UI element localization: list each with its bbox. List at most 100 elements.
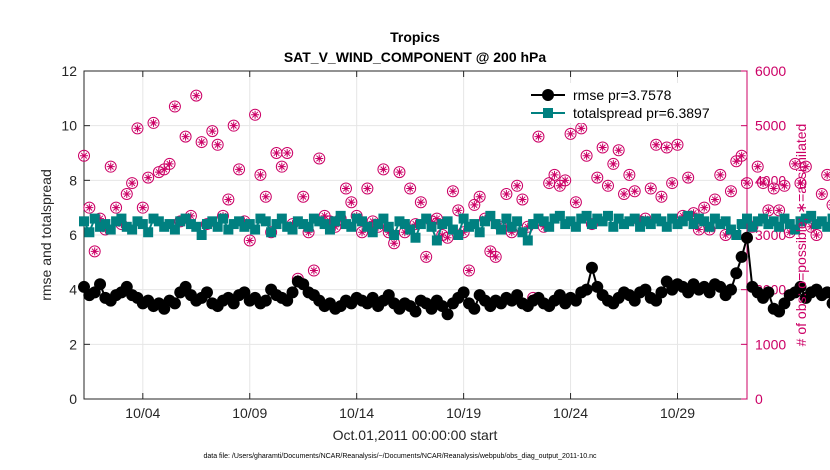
- obs-possible-marker: [719, 229, 732, 241]
- spread-point: [298, 219, 309, 230]
- spread-point: [629, 213, 640, 224]
- spread-point: [319, 219, 330, 230]
- obs-assimilated-marker: [791, 159, 800, 168]
- spread-point: [506, 221, 517, 232]
- obs-possible-marker: [126, 177, 139, 190]
- obs-assimilated-marker: [133, 124, 142, 133]
- obs-possible-marker: [441, 231, 454, 244]
- obs-assimilated-marker: [700, 203, 709, 212]
- spread-point: [180, 213, 191, 224]
- obs-assimilated-marker: [807, 222, 816, 231]
- y-tick-label-left: 0: [69, 391, 77, 407]
- obs-assimilated-marker: [796, 179, 805, 188]
- spread-point: [415, 219, 426, 230]
- spread-point: [613, 213, 624, 224]
- spread-point: [816, 216, 827, 227]
- obs-possible-marker: [83, 201, 96, 214]
- obs-assimilated-marker: [213, 140, 222, 149]
- obs-point: [601, 179, 614, 192]
- rmse-point: [794, 280, 807, 293]
- obs-assimilated-marker: [240, 217, 249, 226]
- spread-point: [586, 219, 597, 230]
- rmse-point: [826, 297, 830, 309]
- obs-possible-marker: [500, 188, 513, 200]
- obs-assimilated-marker: [555, 181, 564, 190]
- obs-assimilated-marker: [721, 231, 730, 239]
- rmse-point: [821, 286, 830, 299]
- y-tick-label-left: 8: [69, 172, 77, 188]
- obs-possible-marker: [794, 177, 807, 190]
- obs-point: [275, 160, 288, 173]
- spread-point: [191, 221, 202, 232]
- obs-possible-marker: [195, 136, 208, 149]
- spread-point: [544, 221, 555, 232]
- obs-assimilated-marker: [716, 170, 725, 179]
- spread-point: [602, 210, 613, 221]
- spread-point: [453, 230, 464, 240]
- chart-title: Tropics: [390, 29, 440, 45]
- spread-point: [554, 210, 565, 221]
- obs-possible-marker: [612, 144, 625, 157]
- obs-assimilated-marker: [406, 184, 415, 193]
- obs-assimilated-marker: [646, 184, 655, 193]
- obs-assimilated-marker: [341, 184, 350, 193]
- spread-point: [624, 216, 635, 227]
- legend-spread-marker: [543, 108, 553, 118]
- spread-point: [79, 216, 89, 227]
- obs-assimilated-marker: [475, 192, 484, 201]
- obs-point: [281, 147, 294, 159]
- spread-point: [271, 219, 282, 230]
- obs-possible-marker: [516, 193, 529, 206]
- obs-point: [104, 160, 117, 173]
- obs-assimilated-marker: [411, 220, 420, 229]
- obs-point: [195, 136, 208, 149]
- obs-assimilated-marker: [90, 247, 99, 256]
- obs-possible-marker: [623, 168, 636, 181]
- spread-point: [517, 227, 528, 238]
- spread-point: [132, 216, 143, 227]
- obs-assimilated-marker: [785, 228, 794, 237]
- obs-possible-marker: [511, 179, 524, 192]
- obs-assimilated-marker: [432, 214, 441, 223]
- obs-possible-marker: [821, 168, 830, 181]
- obs-point: [655, 190, 668, 203]
- obs-assimilated-marker: [235, 165, 244, 174]
- obs-assimilated-marker: [513, 181, 522, 190]
- obs-assimilated-marker: [363, 184, 372, 193]
- obs-assimilated-marker: [668, 179, 677, 188]
- spread-point: [549, 213, 560, 224]
- spread-point: [469, 219, 480, 230]
- spread-point: [715, 219, 726, 230]
- obs-possible-marker: [607, 157, 620, 170]
- obs-assimilated-marker: [192, 91, 201, 100]
- obs-assimilated-marker: [571, 198, 580, 207]
- obs-possible-marker: [799, 160, 812, 173]
- legend: rmse pr=3.7578 totalspread pr=6.3897: [528, 83, 718, 123]
- obs-assimilated-marker: [85, 203, 94, 212]
- obs-possible-marker: [735, 149, 748, 162]
- spread-point: [576, 213, 587, 224]
- x-tick-label: 10/19: [446, 405, 481, 421]
- obs-assimilated-marker: [229, 121, 238, 130]
- obs-point: [489, 250, 502, 263]
- obs-possible-marker: [206, 125, 219, 138]
- obs-possible-marker: [778, 179, 791, 192]
- rmse-point: [468, 302, 481, 315]
- chart-subtitle: SAT_V_WIND_COMPONENT @ 200 hPa: [284, 49, 547, 65]
- obs-point: [644, 182, 657, 195]
- obs-possible-marker: [404, 182, 417, 195]
- obs-point: [591, 171, 604, 184]
- spread-point: [426, 221, 437, 232]
- obs-point: [500, 188, 513, 200]
- obs-assimilated-marker: [181, 132, 190, 141]
- obs-point: [110, 201, 123, 214]
- obs-point: [698, 201, 711, 214]
- obs-assimilated-marker: [186, 211, 195, 220]
- obs-point: [147, 116, 160, 129]
- rmse-point: [580, 283, 593, 296]
- obs-assimilated-marker: [106, 162, 115, 171]
- rmse-point: [762, 286, 775, 299]
- obs-assimilated-marker: [753, 162, 762, 171]
- obs-assimilated-marker: [464, 266, 473, 275]
- spread-point: [528, 219, 539, 230]
